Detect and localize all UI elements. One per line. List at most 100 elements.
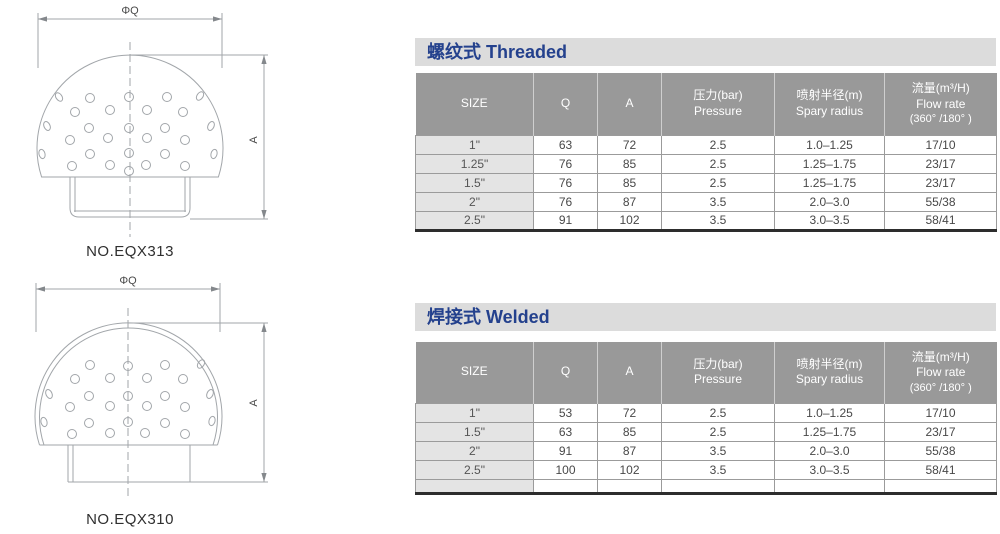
table-row: 2.5" 91 102 3.5 3.0–3.5 58/41 [415, 210, 997, 231]
cell-size: 1.5" [415, 422, 534, 442]
cell-pressure: 3.5 [661, 210, 775, 231]
cell-flow: 58/41 [884, 460, 997, 480]
spray-ball-drawing-eqx313: ΦQ A NO.EQX313 [36, 5, 268, 260]
col-header-spray-radius: 喷射半径(m) Spary radius [774, 73, 885, 135]
phi-q-label: ΦQ [119, 275, 137, 287]
cell-radius: 1.25–1.75 [774, 153, 885, 174]
col-header-pressure: 压力(bar) Pressure [661, 341, 775, 404]
table-row: 1.25" 76 85 2.5 1.25–1.75 23/17 [415, 153, 997, 174]
cell-radius [774, 479, 885, 494]
table-row: 1" 63 72 2.5 1.0–1.25 17/10 [415, 134, 997, 155]
table-row-empty [415, 479, 997, 494]
cell-flow: 17/10 [884, 403, 997, 423]
cell-radius: 3.0–3.5 [774, 210, 885, 231]
cell-a: 85 [597, 153, 662, 174]
cell-q: 63 [533, 422, 598, 442]
table-row: 2" 91 87 3.5 2.0–3.0 55/38 [415, 441, 997, 461]
col-header-q: Q [533, 341, 598, 404]
pressure-en: Pressure [693, 103, 743, 118]
cell-flow: 55/38 [884, 191, 997, 212]
a-dim-label: A [248, 399, 260, 407]
col-header-flow-rate: 流量(m³/H) Flow rate (360° /180° ) [884, 73, 997, 135]
cell-radius: 3.0–3.5 [774, 460, 885, 480]
height-dimension: A [130, 54, 268, 220]
cell-size: 2.5" [415, 460, 534, 480]
col-header-spray-radius: 喷射半径(m) Spary radius [774, 341, 885, 404]
header-row: SIZE Q A 压力(bar) Pressure 喷射半径(m) Spary … [415, 73, 997, 135]
welded-table: SIZE Q A 压力(bar) Pressure 喷射半径(m) Spary … [415, 341, 997, 495]
cell-radius: 1.0–1.25 [774, 403, 885, 423]
table-row: 1.5" 63 85 2.5 1.25–1.75 23/17 [415, 422, 997, 442]
cell-pressure: 2.5 [661, 172, 775, 193]
cell-pressure: 3.5 [661, 191, 775, 212]
height-dimension: A [128, 322, 268, 483]
cell-radius: 2.0–3.0 [774, 191, 885, 212]
cell-a: 85 [597, 172, 662, 193]
table-row: 1.5" 76 85 2.5 1.25–1.75 23/17 [415, 172, 997, 193]
cell-size [415, 479, 534, 494]
col-header-size: SIZE [415, 73, 534, 135]
cell-size: 1.25" [415, 153, 534, 174]
col-header-a: A [597, 341, 662, 404]
cell-pressure: 2.5 [661, 403, 775, 423]
pressure-zh: 压力(bar) [693, 88, 743, 103]
flow-zh: 流量(m³/H) [911, 81, 970, 95]
col-header-flow-rate: 流量(m³/H) Flow rate (360° /180° ) [884, 341, 997, 404]
spray-ball-drawing-eqx310: ΦQ A NO.EQX310 [34, 275, 268, 528]
cell-pressure: 3.5 [661, 441, 775, 461]
cell-q: 100 [533, 460, 598, 480]
cell-a: 102 [597, 460, 662, 480]
cell-size: 2.5" [415, 210, 534, 231]
cell-flow: 58/41 [884, 210, 997, 231]
flow-en: Flow rate [916, 96, 966, 111]
cell-pressure: 2.5 [661, 422, 775, 442]
pressure-zh: 压力(bar) [693, 356, 743, 371]
cell-radius: 1.0–1.25 [774, 134, 885, 155]
cell-size: 1" [415, 403, 534, 423]
col-header-q: Q [533, 73, 598, 135]
cell-flow: 23/17 [884, 172, 997, 193]
radius-en: Spary radius [795, 103, 864, 118]
cell-q: 91 [533, 210, 598, 231]
section-title-welded: 焊接式 Welded [415, 302, 996, 331]
flow-sub: (360° /180° ) [909, 113, 972, 126]
section-title-threaded: 螺纹式 Threaded [415, 38, 996, 66]
cell-flow: 23/17 [884, 422, 997, 442]
table-row: 2.5" 100 102 3.5 3.0–3.5 58/41 [415, 460, 997, 480]
radius-zh: 喷射半径(m) [796, 356, 863, 371]
cell-size: 2" [415, 191, 534, 212]
threaded-table: SIZE Q A 压力(bar) Pressure 喷射半径(m) Spary … [415, 73, 997, 232]
cell-radius: 1.25–1.75 [774, 422, 885, 442]
table-row: 2" 76 87 3.5 2.0–3.0 55/38 [415, 191, 997, 212]
spec-panel: 螺纹式 Threaded SIZE Q A 压力(bar) Pressure 喷… [415, 38, 997, 495]
cell-pressure: 3.5 [661, 460, 775, 480]
cell-q: 76 [533, 172, 598, 193]
cell-q: 91 [533, 441, 598, 461]
table-row: 1" 53 72 2.5 1.0–1.25 17/10 [415, 403, 997, 423]
part-number-eqx310: NO.EQX310 [86, 511, 174, 528]
cell-size: 1" [415, 134, 534, 155]
a-dim-label: A [248, 136, 260, 144]
col-header-a: A [597, 73, 662, 135]
spray-holes [38, 91, 218, 176]
radius-en: Spary radius [795, 372, 864, 387]
flow-en: Flow rate [916, 365, 966, 380]
part-number-eqx313: NO.EQX313 [86, 243, 174, 260]
cell-a: 87 [597, 191, 662, 212]
cell-q: 53 [533, 403, 598, 423]
cell-q: 63 [533, 134, 598, 155]
cell-a: 72 [597, 134, 662, 155]
phi-q-label: ΦQ [121, 5, 139, 17]
radius-zh: 喷射半径(m) [796, 88, 863, 103]
cell-a: 85 [597, 422, 662, 442]
flow-sub: (360° /180° ) [909, 381, 972, 394]
cell-flow [884, 479, 997, 494]
col-header-pressure: 压力(bar) Pressure [661, 73, 775, 135]
cell-a: 72 [597, 403, 662, 423]
cell-size: 1.5" [415, 172, 534, 193]
cell-flow: 55/38 [884, 441, 997, 461]
cell-radius: 2.0–3.0 [774, 441, 885, 461]
cell-size: 2" [415, 441, 534, 461]
cell-a: 102 [597, 210, 662, 231]
